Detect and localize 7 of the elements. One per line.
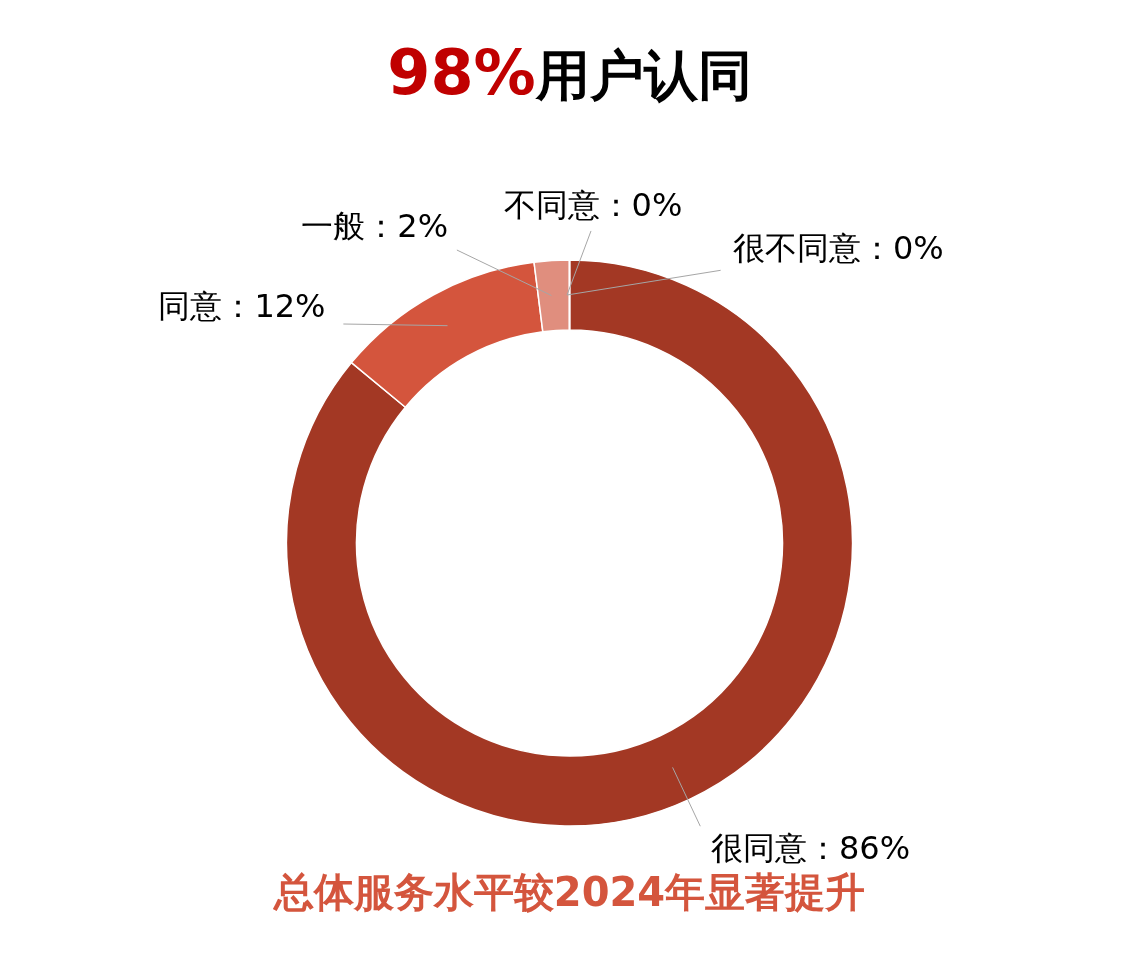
chart-title: 98%用户认同 bbox=[386, 36, 753, 111]
slice-label: 同意：12% bbox=[158, 286, 326, 325]
slice-label: 很同意：86% bbox=[710, 828, 911, 867]
text: 总体服务水平较2024年显著提升 bbox=[272, 868, 867, 917]
category-label: 很不同意：0% bbox=[732, 228, 944, 267]
slice-label: 一般：2% bbox=[301, 206, 449, 245]
category-label: 不同意：0% bbox=[503, 186, 683, 224]
